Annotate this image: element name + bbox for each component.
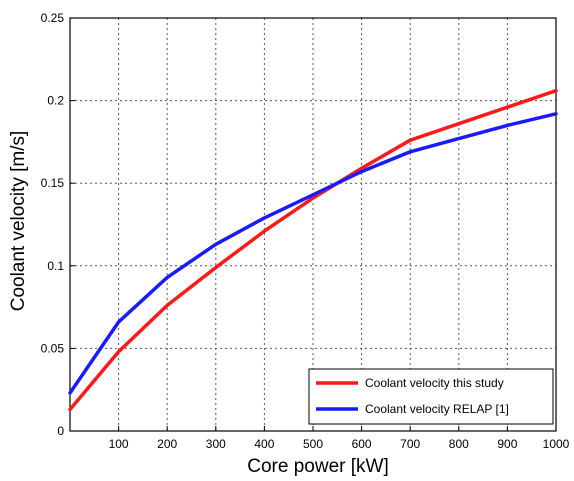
series-line-relap	[68, 112, 558, 395]
series-line-this-study	[68, 88, 558, 412]
y-axis-title: Coolant velocity [m/s]	[8, 131, 29, 312]
x-tick-label: 200	[157, 437, 177, 451]
legend-box	[308, 368, 554, 425]
y-tick-label: 0.15	[41, 176, 65, 190]
legend: Coolant velocity this study Coolant velo…	[308, 368, 554, 425]
y-tick-label: 0.1	[47, 259, 64, 273]
x-tick-label: 900	[497, 437, 517, 451]
x-tick-label: 300	[206, 437, 226, 451]
y-tick-label: 0.2	[47, 94, 64, 108]
plot-frame	[69, 17, 557, 432]
y-tick-label: 0.05	[41, 341, 65, 355]
plot-area	[68, 88, 558, 412]
x-tick-label: 600	[352, 437, 372, 451]
y-tick-label: 0.25	[41, 11, 65, 25]
x-axis-title: Core power [kW]	[247, 456, 388, 477]
legend-label-relap: Coolant velocity RELAP [1]	[365, 402, 509, 416]
x-tick-label: 400	[254, 437, 274, 451]
legend-label-this-study: Coolant velocity this study	[365, 376, 504, 390]
y-tick-label: 0	[57, 424, 64, 438]
x-tick-label: 100	[109, 437, 129, 451]
x-tick-label: 800	[449, 437, 469, 451]
tick-labels: 100 200 300 400 500 600 700 800 900 1000 0 0.05 0.1 0…	[41, 11, 570, 451]
x-tick-label: 1000	[543, 437, 570, 451]
x-tick-label: 700	[400, 437, 420, 451]
grid	[69, 17, 557, 432]
x-tick-label: 500	[303, 437, 323, 451]
